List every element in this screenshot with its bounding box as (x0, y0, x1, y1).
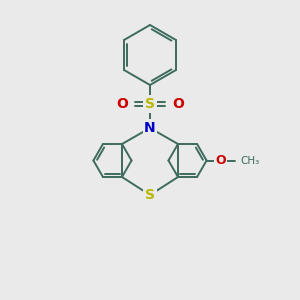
Text: O: O (215, 154, 226, 167)
Text: S: S (145, 97, 155, 111)
Text: S: S (145, 188, 155, 202)
Text: S: S (145, 188, 155, 202)
Text: O: O (172, 97, 184, 111)
Text: O: O (116, 97, 128, 111)
Text: N: N (144, 121, 156, 135)
Text: S: S (145, 97, 155, 111)
Text: O: O (116, 97, 128, 111)
Text: N: N (144, 121, 156, 135)
Text: O: O (172, 97, 184, 111)
Text: CH₃: CH₃ (241, 155, 260, 166)
